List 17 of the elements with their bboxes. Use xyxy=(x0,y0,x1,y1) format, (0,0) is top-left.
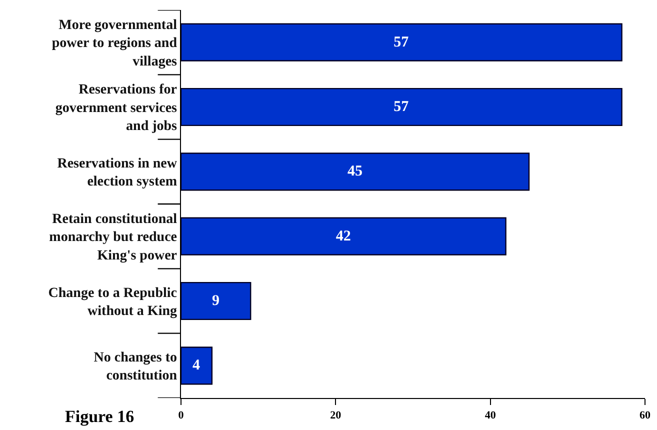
y-tick-label: Change to a Republic without a King xyxy=(48,286,177,319)
y-tick-label: Reservations for government services and jobs xyxy=(55,82,178,134)
y-tick-label: Retain constitutional monarchy but reduce King's power xyxy=(49,212,178,264)
x-tick-label: 60 xyxy=(640,409,651,422)
x-tick-label: 20 xyxy=(330,409,342,422)
data-label: 57 xyxy=(394,99,410,115)
data-label: 45 xyxy=(348,164,362,180)
y-tick-label: Reservations in new election system xyxy=(57,156,178,190)
data-label: 42 xyxy=(336,228,351,244)
data-label: 57 xyxy=(394,34,410,50)
data-label: 4 xyxy=(192,358,200,374)
y-tick-label: More governmental power to regions and villages xyxy=(52,18,178,70)
caption: Figure 16 xyxy=(65,407,134,426)
x-tick-label: 0 xyxy=(178,409,184,422)
y-tick-label: No changes to constitution xyxy=(94,350,178,384)
data-label: 9 xyxy=(212,293,220,309)
x-tick-label: 40 xyxy=(484,409,496,422)
